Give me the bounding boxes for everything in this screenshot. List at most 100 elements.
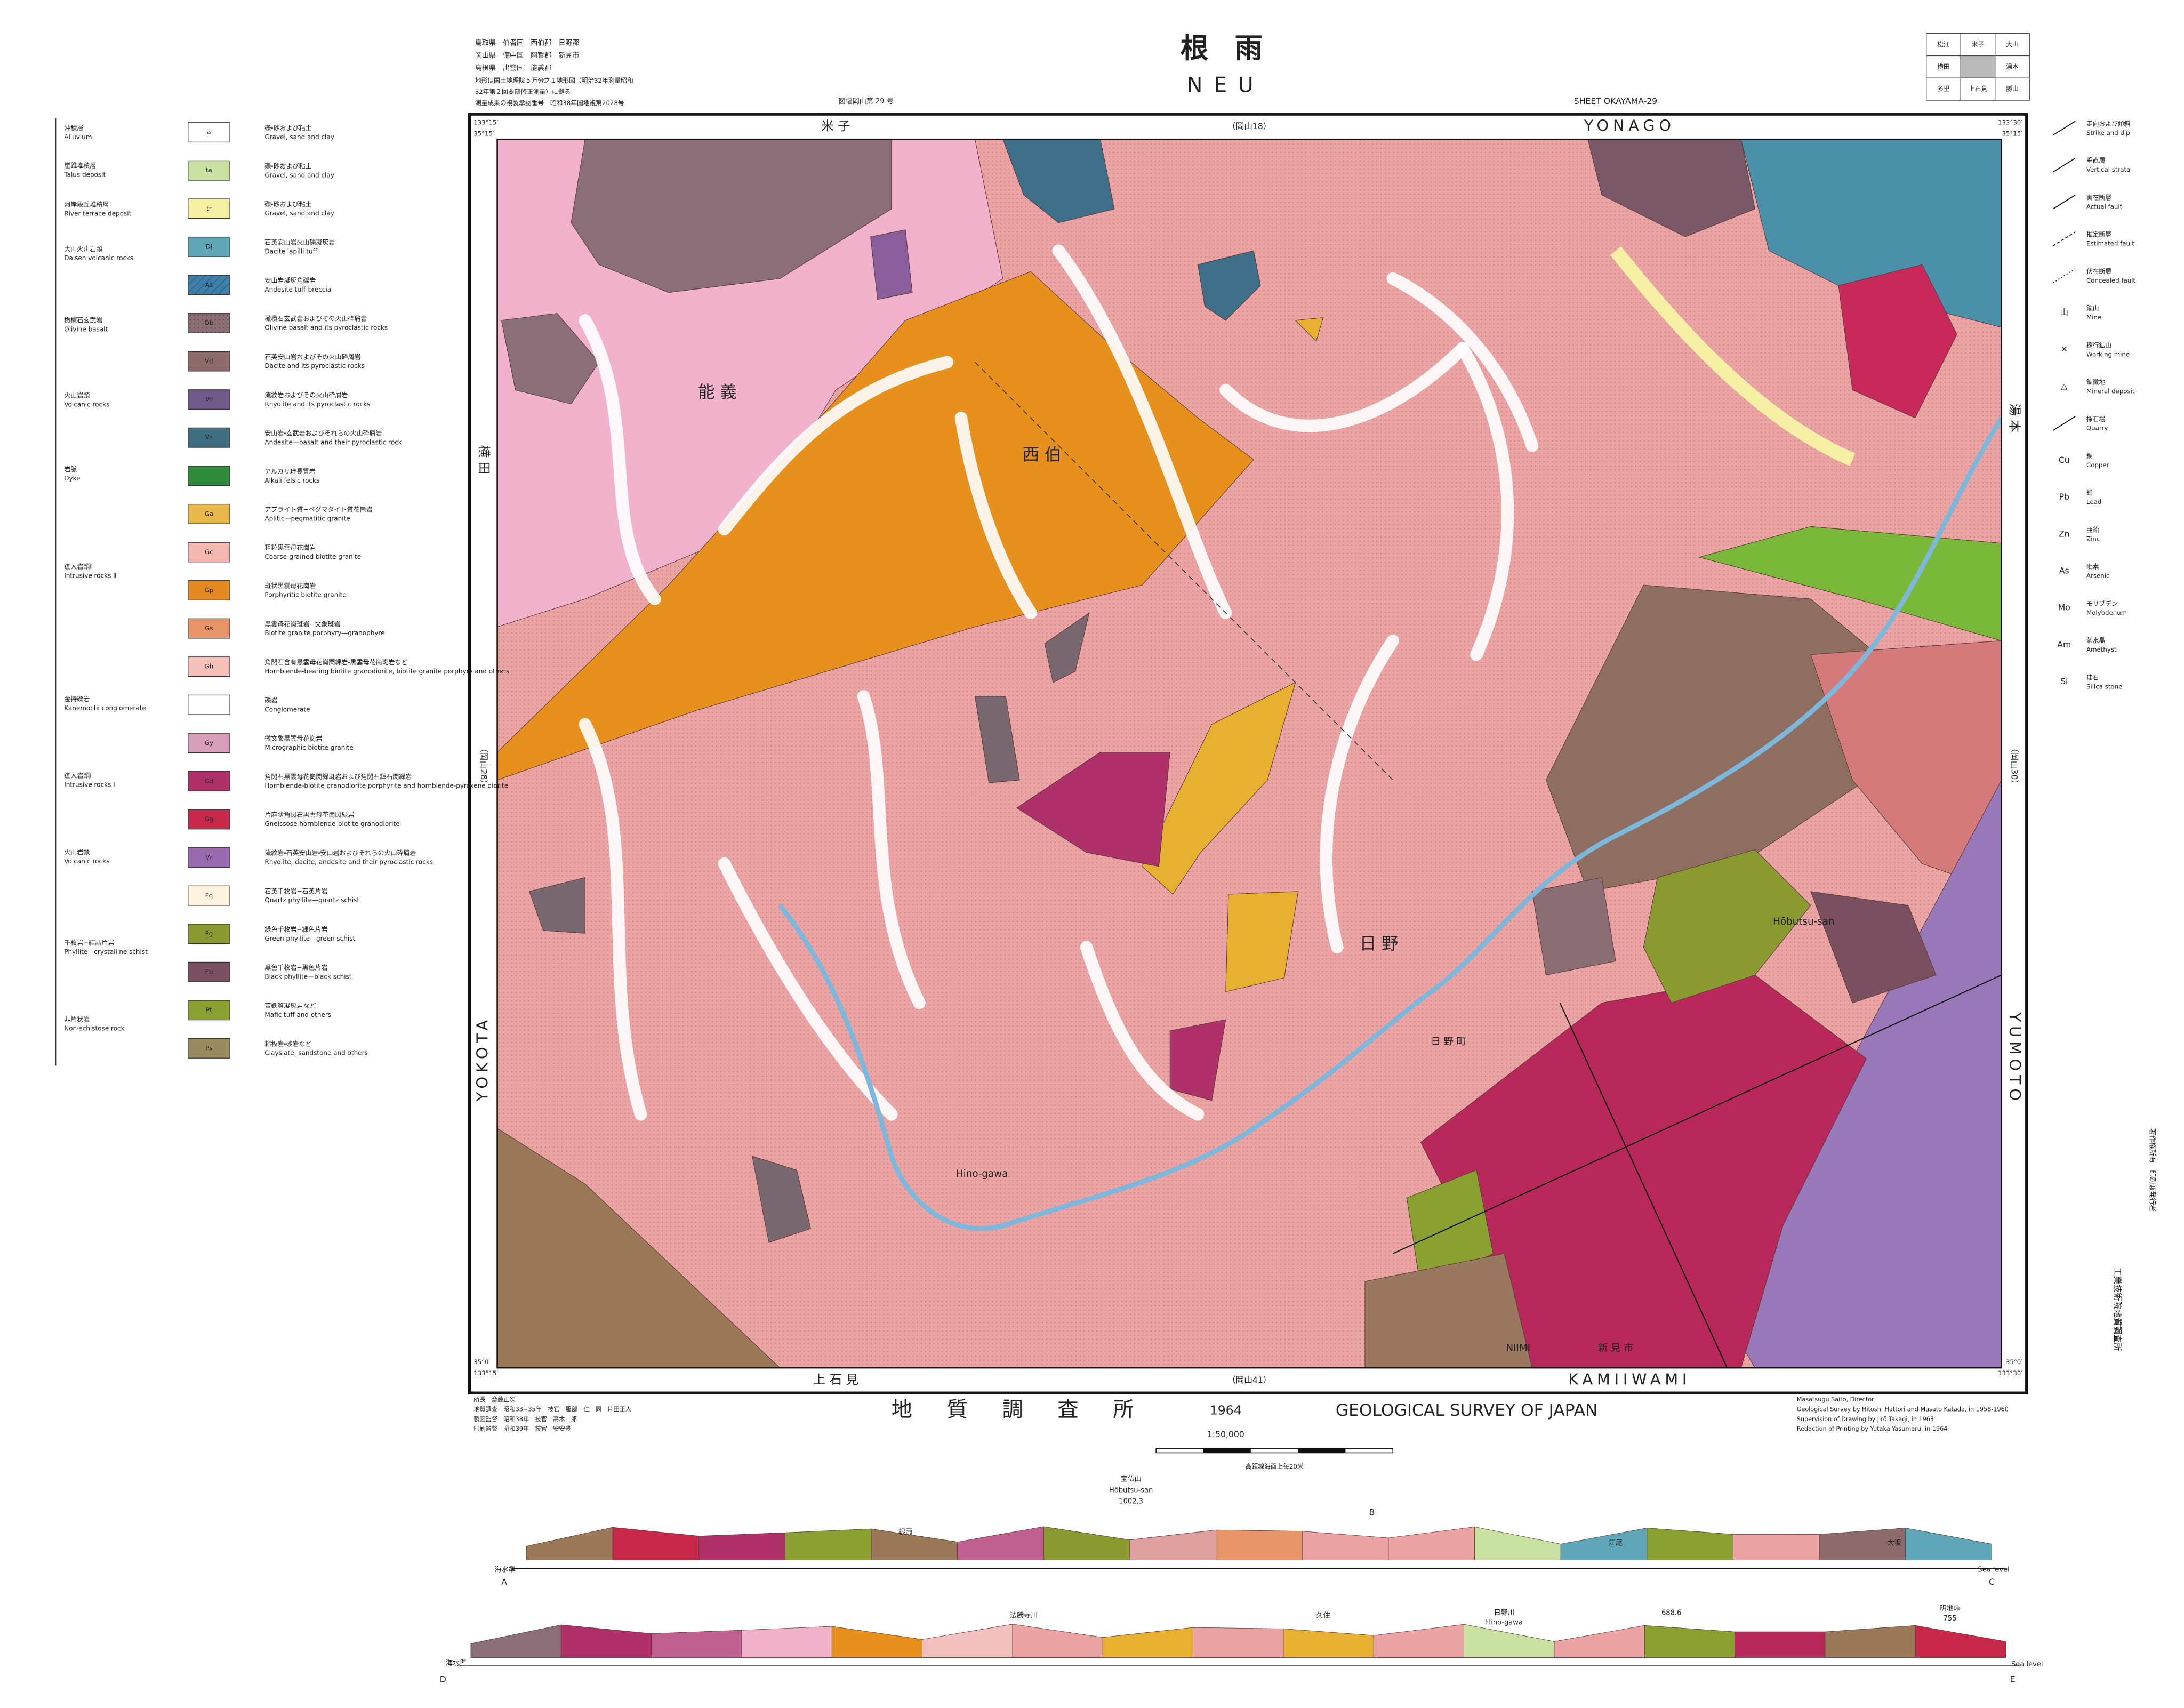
legend-jp: 粗粒黒雲母花崗岩 [264, 543, 316, 551]
legend-swatch [188, 809, 230, 830]
legend-swatch [188, 961, 230, 982]
section-ab-c [1302, 1531, 1389, 1560]
legend-swatch-texture [188, 275, 230, 295]
legend-en: Aplitic—pegmatitic granite [264, 515, 350, 523]
section-label: A [501, 1577, 507, 1587]
aplite-small [1295, 317, 1324, 342]
map-overlay: 米 子 YONAGO （岡山18） 上 石 見 KAMIIWAMI （岡山41） 横 田 YO… [55, 33, 2156, 1685]
alluvial-valley [1219, 342, 1469, 432]
side-note: 工業技術院地質調査所 [2113, 1268, 2123, 1351]
legend-symbol: Am [2057, 639, 2071, 649]
legend-code: Pb [205, 968, 213, 975]
outer-frame [468, 113, 2028, 1394]
credit-en: Redaction of Printing by Yutaka Yasumaru… [1797, 1425, 1948, 1432]
legend-group-jp: 沖積層 [64, 124, 83, 132]
section-ab-c [1733, 1534, 1820, 1560]
clayslate-sw [497, 1128, 781, 1368]
legend-swatch [188, 694, 230, 715]
section-de [741, 1626, 832, 1658]
legend-symbol: 山 [2060, 307, 2068, 317]
neighbor-roman: YOKOTA [473, 1016, 491, 1102]
alluvial-valley [718, 356, 954, 536]
legend-code: tr [206, 205, 212, 212]
purple-small [870, 229, 913, 300]
legend-swatch [188, 466, 230, 486]
corner-coordinate: 133°30′ [1998, 118, 2022, 126]
legend-en: Micrographic biotite granite [264, 744, 353, 751]
section-de [1915, 1625, 2006, 1658]
section-ab-c [871, 1528, 958, 1560]
legend-symbol-line [2052, 416, 2076, 431]
legend-jp: モリブデン [2086, 600, 2118, 607]
legend-en: Mafic tuff and others [264, 1011, 331, 1019]
neighbor-name: 上 石 見 [813, 1372, 858, 1387]
legend-jp: 推定断層 [2086, 231, 2111, 238]
legend-code: Vd [205, 357, 213, 365]
legend-code: Gs [205, 624, 213, 632]
credit-jp: 印刷監督 昭和39年 技官 安安豊 [473, 1425, 571, 1432]
alluvial-valley [579, 718, 647, 1121]
corner-coordinate: 35°0′ [473, 1358, 490, 1366]
legend-group-en: Intrusive rocks Ⅰ [64, 781, 115, 788]
legend-jp: 安山岩・玄武岩およびそれらの火山砕屑岩 [264, 429, 382, 437]
legend-jp: 緑色千枚岩−緑色片岩 [264, 925, 327, 933]
section-ab-c [612, 1527, 700, 1560]
sheet-number: SHEET OKAYAMA-29 [1574, 96, 1657, 106]
section-de [1012, 1624, 1103, 1658]
legend-en: Quartz phyllite—quartz schist [264, 896, 359, 904]
legend-code: Pt [206, 1006, 212, 1014]
legend-jp: 礫・砂および粘土 [264, 162, 311, 170]
sea-level-label: Sea level [2011, 1661, 2043, 1669]
legend-code: ta [206, 166, 212, 174]
index-cell [1926, 33, 1961, 57]
basalt-a [974, 696, 1020, 783]
neighbor-roman: YONAGO [1584, 117, 1675, 135]
legend-symbol: ✕ [2061, 344, 2068, 354]
legend-symbol-line [2052, 157, 2076, 173]
index-name: 米子 [1972, 41, 1985, 48]
legend-group-jp: 千枚岩−結晶片岩 [64, 939, 114, 947]
corner-coordinate: 133°15′ [473, 1369, 498, 1377]
section-de [1554, 1625, 1645, 1658]
legend-group-jp: 火山岩類 [64, 848, 90, 856]
legend-en: Rhyolite, dacite, andesite and their pyr… [264, 859, 433, 866]
section-annotation: Hōbutsu-san [1109, 1486, 1153, 1494]
alluvial-valley [1080, 941, 1205, 1121]
section-annotation: 久住 [1316, 1612, 1330, 1620]
legend-jp: 斑状黒雲母花崗岩 [264, 582, 316, 590]
credit-jp: 地質調査 昭和33−35年 技官 服部 仁 同 片田正人 [473, 1405, 631, 1413]
legend-group-en: Volcanic rocks [64, 400, 109, 408]
sea-level-label-jp: 海水準 [494, 1565, 515, 1574]
aplite-lower [1225, 891, 1299, 992]
alluvial-valley [954, 411, 1037, 620]
legend-en: Hornblende-biotite granodiorite porphyri… [264, 782, 508, 790]
agency-jp: 地 質 調 査 所 [892, 1398, 1148, 1422]
section-annotation: Hino-gawa [1486, 1619, 1523, 1627]
note-line: 測量成果の複製承認番号 昭和38年国地複第2028号 [475, 99, 624, 107]
legend-jp: 採石場 [2086, 415, 2106, 423]
legend-code: Gd [205, 777, 214, 784]
legend-code: Ga [205, 510, 213, 517]
legend-jp: 伏在断層 [2086, 268, 2111, 275]
legend-en: Vertical strata [2086, 166, 2130, 173]
note-line: 32年第２回要部修正測量）に拠る [475, 88, 571, 95]
legend-group-en: Intrusive rocks Ⅱ [64, 572, 116, 580]
section-de [1283, 1629, 1374, 1658]
map-title: 根 雨 [1181, 33, 1271, 65]
legend-swatch [188, 580, 230, 600]
legend-en: Andesite—basalt and their pyroclastic ro… [264, 438, 402, 446]
legend-jp: 鉱徴地 [2086, 379, 2106, 386]
section-ab-c [1216, 1529, 1303, 1560]
section-de [1464, 1624, 1555, 1658]
section-label: B [1369, 1507, 1375, 1517]
scale-bar [1155, 1448, 1394, 1454]
legend-jp: アルカリ珪長質岩 [264, 467, 316, 475]
legend-group-jp: 河岸段丘堆積層 [64, 200, 109, 208]
neighbor-name: 米 子 [821, 118, 850, 133]
legend-en: Mineral deposit [2086, 388, 2135, 395]
legend-swatch [188, 389, 230, 410]
sea-level-label: Sea level [1978, 1566, 2009, 1574]
granodiorite-center [1016, 752, 1170, 867]
